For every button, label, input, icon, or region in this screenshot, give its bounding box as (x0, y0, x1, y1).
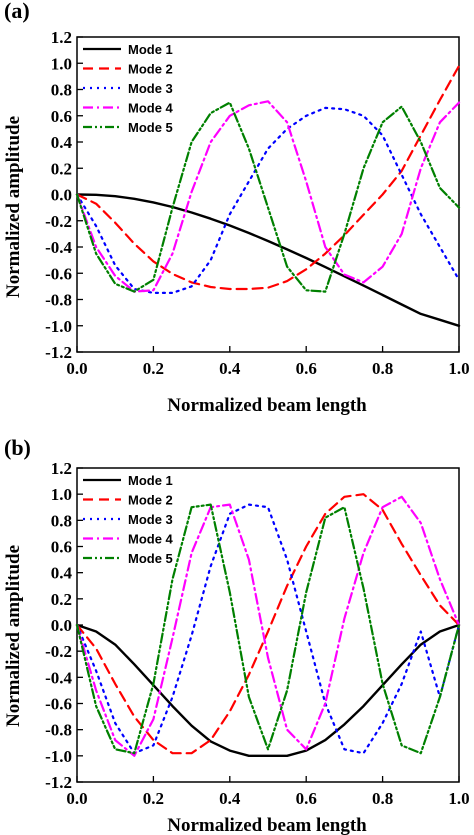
panel-label-b: (b) (4, 435, 31, 460)
y-tick-label: 1.2 (51, 28, 72, 47)
y-tick-label: 1.0 (51, 54, 72, 73)
series-line-mode-4 (75, 100, 461, 293)
series-line-mode-2 (75, 493, 461, 755)
y-tick-label: 0.8 (51, 511, 72, 530)
series-line-mode-5 (75, 101, 461, 293)
x-tick-label: 0.2 (143, 789, 164, 808)
legend-label-mode-4: Mode 4 (128, 532, 174, 547)
legend-label-mode-3: Mode 3 (128, 81, 173, 96)
y-tick-label: 0.6 (51, 538, 72, 557)
x-tick-label: 0.4 (219, 789, 241, 808)
y-tick-label: -0.2 (45, 212, 72, 231)
y-tick-label: -0.4 (45, 238, 72, 257)
legend-label-mode-1: Mode 1 (128, 42, 173, 57)
y-tick-label: 0.2 (51, 159, 72, 178)
y-tick-label: 0.0 (51, 186, 72, 205)
chart-panel-a: (a) Normalized amplitude Normalized beam… (3, 0, 470, 416)
y-tick-label: -1.0 (45, 317, 72, 336)
x-tick-label: 0.4 (219, 359, 241, 378)
y-tick-label: 0.4 (51, 133, 73, 152)
y-tick-label: -0.6 (45, 264, 72, 283)
panel-label-a: (a) (4, 0, 30, 23)
y-tick-label: -0.6 (45, 695, 72, 714)
series-line-mode-2 (75, 64, 461, 291)
legend-label-mode-2: Mode 2 (128, 493, 173, 508)
y-tick-label: -1.2 (45, 343, 72, 362)
x-tick-label: 0.8 (372, 359, 393, 378)
series-line-mode-5 (75, 503, 461, 755)
y-tick-label: 1.2 (51, 459, 72, 478)
y-tick-label: 0.6 (51, 107, 72, 126)
series-line-mode-4 (75, 495, 461, 757)
y-tick-label: -0.8 (45, 721, 72, 740)
legend-label-mode-5: Mode 5 (128, 551, 173, 566)
legend-label-mode-4: Mode 4 (128, 101, 174, 116)
x-tick-label: 0.0 (66, 359, 87, 378)
x-tick-label: 0.6 (296, 359, 317, 378)
x-tick-label: 0.8 (372, 789, 393, 808)
y-tick-label: -0.8 (45, 291, 72, 310)
y-tick-label: 0.4 (51, 564, 73, 583)
series-line-mode-3 (75, 503, 461, 755)
y-axis-title-a: Normalized amplitude (3, 116, 24, 298)
ylabel-wrap-b: Normalized amplitude (3, 545, 24, 727)
y-tick-label: 1.0 (51, 485, 72, 504)
y-tick-label: 0.2 (51, 590, 72, 609)
x-tick-label: 1.0 (448, 359, 469, 378)
y-axis-title-b: Normalized amplitude (3, 545, 24, 727)
x-tick-label: 0.0 (66, 789, 87, 808)
legend-label-mode-3: Mode 3 (128, 512, 173, 527)
y-tick-label: 0.0 (51, 616, 72, 635)
y-tick-label: -1.0 (45, 747, 72, 766)
y-tick-label: -1.2 (45, 773, 72, 792)
series-line-mode-3 (75, 106, 461, 294)
x-tick-label: 0.6 (296, 789, 317, 808)
legend-label-mode-2: Mode 2 (128, 62, 173, 77)
x-axis-title-b: Normalized beam length (167, 815, 367, 835)
chart-panel-b: (b) Normalized amplitude Normalized beam… (3, 435, 470, 835)
series-line-mode-1 (75, 623, 461, 757)
y-tick-label: 0.8 (51, 81, 72, 100)
ylabel-wrap-a: Normalized amplitude (3, 116, 24, 298)
legend-label-mode-5: Mode 5 (128, 120, 173, 135)
y-tick-label: -0.4 (45, 668, 72, 687)
y-tick-label: -0.2 (45, 642, 72, 661)
x-axis-title-a: Normalized beam length (167, 395, 367, 416)
series-line-mode-1 (75, 193, 461, 327)
legend-label-mode-1: Mode 1 (128, 473, 173, 488)
x-tick-label: 1.0 (448, 789, 469, 808)
x-tick-label: 0.2 (143, 359, 164, 378)
